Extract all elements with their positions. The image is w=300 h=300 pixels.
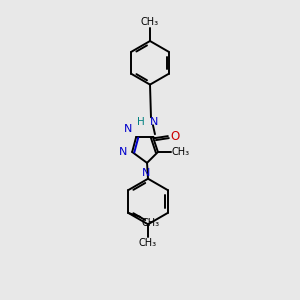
Text: N: N [142, 168, 150, 178]
Text: CH₃: CH₃ [141, 218, 159, 228]
Text: CH₃: CH₃ [139, 238, 157, 248]
Text: CH₃: CH₃ [141, 17, 159, 27]
Text: N: N [124, 124, 132, 134]
Text: O: O [171, 130, 180, 142]
Text: N: N [119, 147, 127, 157]
Text: H: H [137, 117, 145, 127]
Text: CH₃: CH₃ [172, 147, 190, 157]
Text: N: N [150, 117, 158, 127]
